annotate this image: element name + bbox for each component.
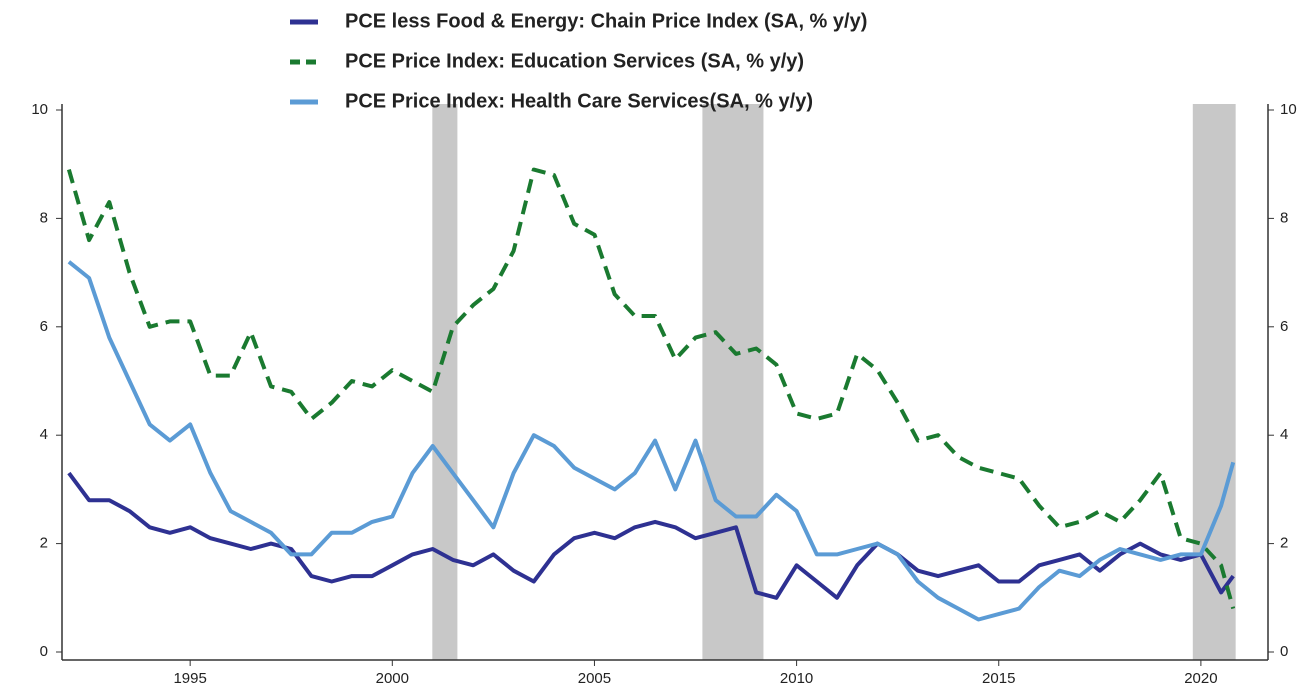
x-tick-label: 2000 <box>376 670 409 687</box>
legend-label: PCE Price Index: Health Care Services(SA… <box>345 90 813 112</box>
x-tick-label: 2010 <box>780 670 813 687</box>
series-line <box>67 260 1236 622</box>
series-line <box>66 167 1236 610</box>
y2-tick-label: 0 <box>1280 643 1288 660</box>
y-tick-label: 0 <box>40 643 48 660</box>
y-tick-label: 4 <box>40 426 48 443</box>
x-tick-label: 2015 <box>982 670 1015 687</box>
x-tick-label: 1995 <box>173 670 206 687</box>
y2-tick-label: 4 <box>1280 426 1288 443</box>
y2-tick-label: 6 <box>1280 318 1288 335</box>
legend-label: PCE less Food & Energy: Chain Price Inde… <box>345 10 867 32</box>
x-tick-label: 2005 <box>578 670 611 687</box>
y2-tick-label: 2 <box>1280 535 1288 552</box>
y-tick-label: 2 <box>40 535 48 552</box>
recession-band <box>1192 104 1236 660</box>
x-tick-label: 2020 <box>1184 670 1217 687</box>
y-tick-label: 6 <box>40 318 48 335</box>
y2-tick-label: 10 <box>1280 101 1297 118</box>
series-line <box>67 471 1235 600</box>
y-tick-label: 8 <box>40 209 48 226</box>
recession-band <box>702 104 764 660</box>
y-tick-label: 10 <box>31 101 48 118</box>
legend-label: PCE Price Index: Education Services (SA,… <box>345 50 804 72</box>
y2-tick-label: 8 <box>1280 209 1288 226</box>
